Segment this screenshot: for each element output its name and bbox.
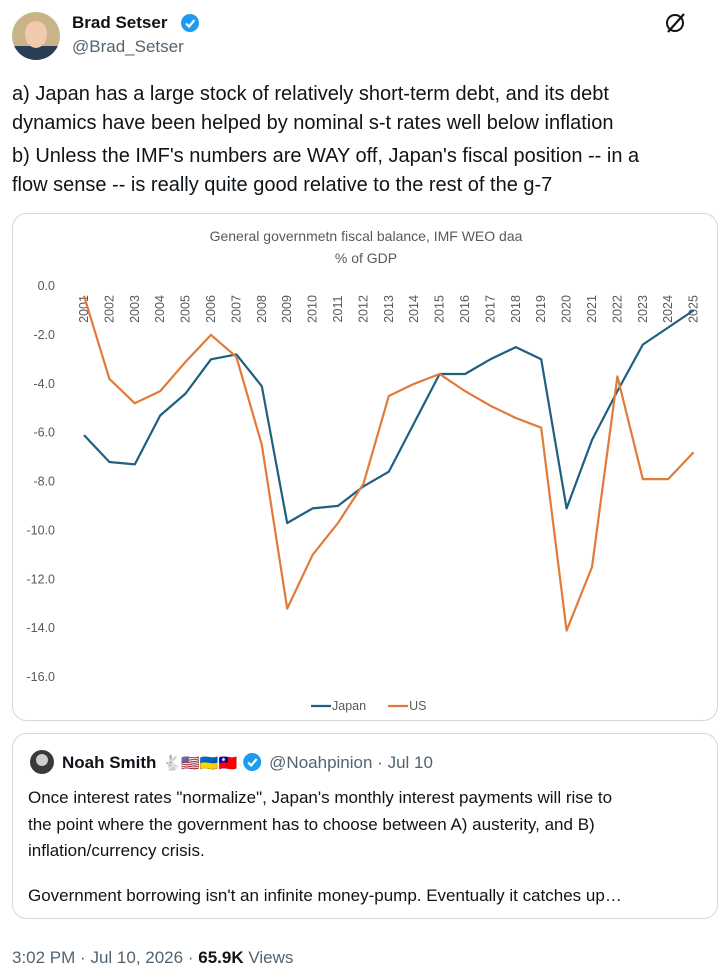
separator: · [80, 948, 86, 967]
legend-label: Japan [332, 699, 366, 713]
x-tick-label: 2022 [610, 295, 624, 323]
date: Jul 10, 2026 [90, 948, 183, 967]
x-tick-label: 2017 [483, 295, 497, 323]
chart: General governmetn fiscal balance, IMF W… [27, 228, 701, 713]
y-tick-label: -16.0 [27, 670, 56, 684]
x-tick-label: 2014 [407, 295, 421, 323]
x-tick-label: 2009 [280, 295, 294, 323]
y-tick-label: -12.0 [27, 572, 56, 586]
author-handle[interactable]: @Brad_Setser [72, 37, 184, 56]
x-tick-label: 2025 [687, 295, 701, 323]
separator: · [188, 948, 194, 967]
tweet-text: b) Unless the IMF's numbers are WAY off,… [12, 145, 640, 167]
quote-text: inflation/currency crisis. [28, 841, 205, 860]
x-tick-label: 2020 [560, 295, 574, 323]
quote-avatar [30, 750, 54, 774]
x-tick-label: 2023 [636, 295, 650, 323]
views-count: 65.9K [198, 948, 244, 967]
x-tick-label: 2002 [102, 295, 116, 323]
tweet-text: flow sense -- is really quite good relat… [12, 174, 552, 196]
quote-text: the point where the government has to ch… [28, 815, 595, 834]
x-tick-label: 2018 [509, 295, 523, 323]
x-tick-label: 2008 [255, 295, 269, 323]
tweet-footer: 3:02 PM · Jul 10, 2026 · 65.9K Views [12, 948, 293, 967]
x-tick-label: 2004 [153, 295, 167, 323]
x-tick-label: 2016 [458, 295, 472, 323]
x-tick-label: 2003 [128, 295, 142, 323]
x-tick-label: 2011 [331, 296, 345, 323]
separator: · [377, 753, 383, 772]
quote-meta: @Noahpinion · Jul 10 [269, 753, 433, 772]
y-tick-label: -6.0 [33, 426, 55, 440]
x-tick-label: 2024 [661, 295, 675, 323]
y-tick-label: -8.0 [33, 475, 55, 489]
author-name[interactable]: Brad Setser [72, 13, 168, 32]
avatar[interactable] [12, 12, 60, 62]
y-tick-label: -14.0 [27, 621, 56, 635]
x-tick-label: 2015 [433, 295, 447, 323]
x-tick-label: 2012 [356, 295, 370, 323]
quote-author-name: Noah Smith [62, 753, 156, 772]
y-tick-label: -10.0 [27, 523, 56, 537]
x-tick-label: 2021 [585, 295, 599, 323]
series-line [82, 295, 695, 632]
x-tick-label: 2010 [306, 295, 320, 323]
x-tick-label: 2019 [534, 295, 548, 323]
quote-card[interactable] [12, 733, 718, 919]
quote-date: Jul 10 [388, 753, 433, 772]
tweet-text: dynamics have been helped by nominal s-t… [12, 112, 613, 134]
y-tick-label: -4.0 [33, 377, 55, 391]
x-tick-label: 2006 [204, 295, 218, 323]
chart-title: General governmetn fiscal balance, IMF W… [210, 228, 523, 244]
quote-author-emoji: 🐇🇺🇸🇺🇦🇹🇼 [162, 754, 237, 772]
quote-handle: @Noahpinion [269, 753, 372, 772]
x-tick-label: 2005 [179, 295, 193, 323]
time: 3:02 PM [12, 948, 75, 967]
quote-text: Once interest rates "normalize", Japan's… [28, 788, 612, 807]
x-tick-label: 2013 [382, 295, 396, 323]
y-tick-label: -2.0 [33, 328, 55, 342]
verified-badge [243, 753, 262, 771]
quote-text: Government borrowing isn't an infinite m… [28, 886, 622, 905]
x-tick-label: 2007 [229, 295, 243, 323]
series-line [83, 309, 695, 525]
views-label: Views [248, 948, 293, 967]
tweet-text: a) Japan has a large stock of relatively… [12, 83, 609, 105]
y-tick-label: 0.0 [38, 279, 55, 293]
x-tick-label: 2001 [77, 295, 91, 323]
grok-icon[interactable] [666, 13, 685, 33]
legend-label: US [409, 699, 426, 713]
verified-badge [181, 14, 199, 32]
chart-subtitle: % of GDP [335, 250, 397, 266]
media-card[interactable] [12, 213, 718, 721]
